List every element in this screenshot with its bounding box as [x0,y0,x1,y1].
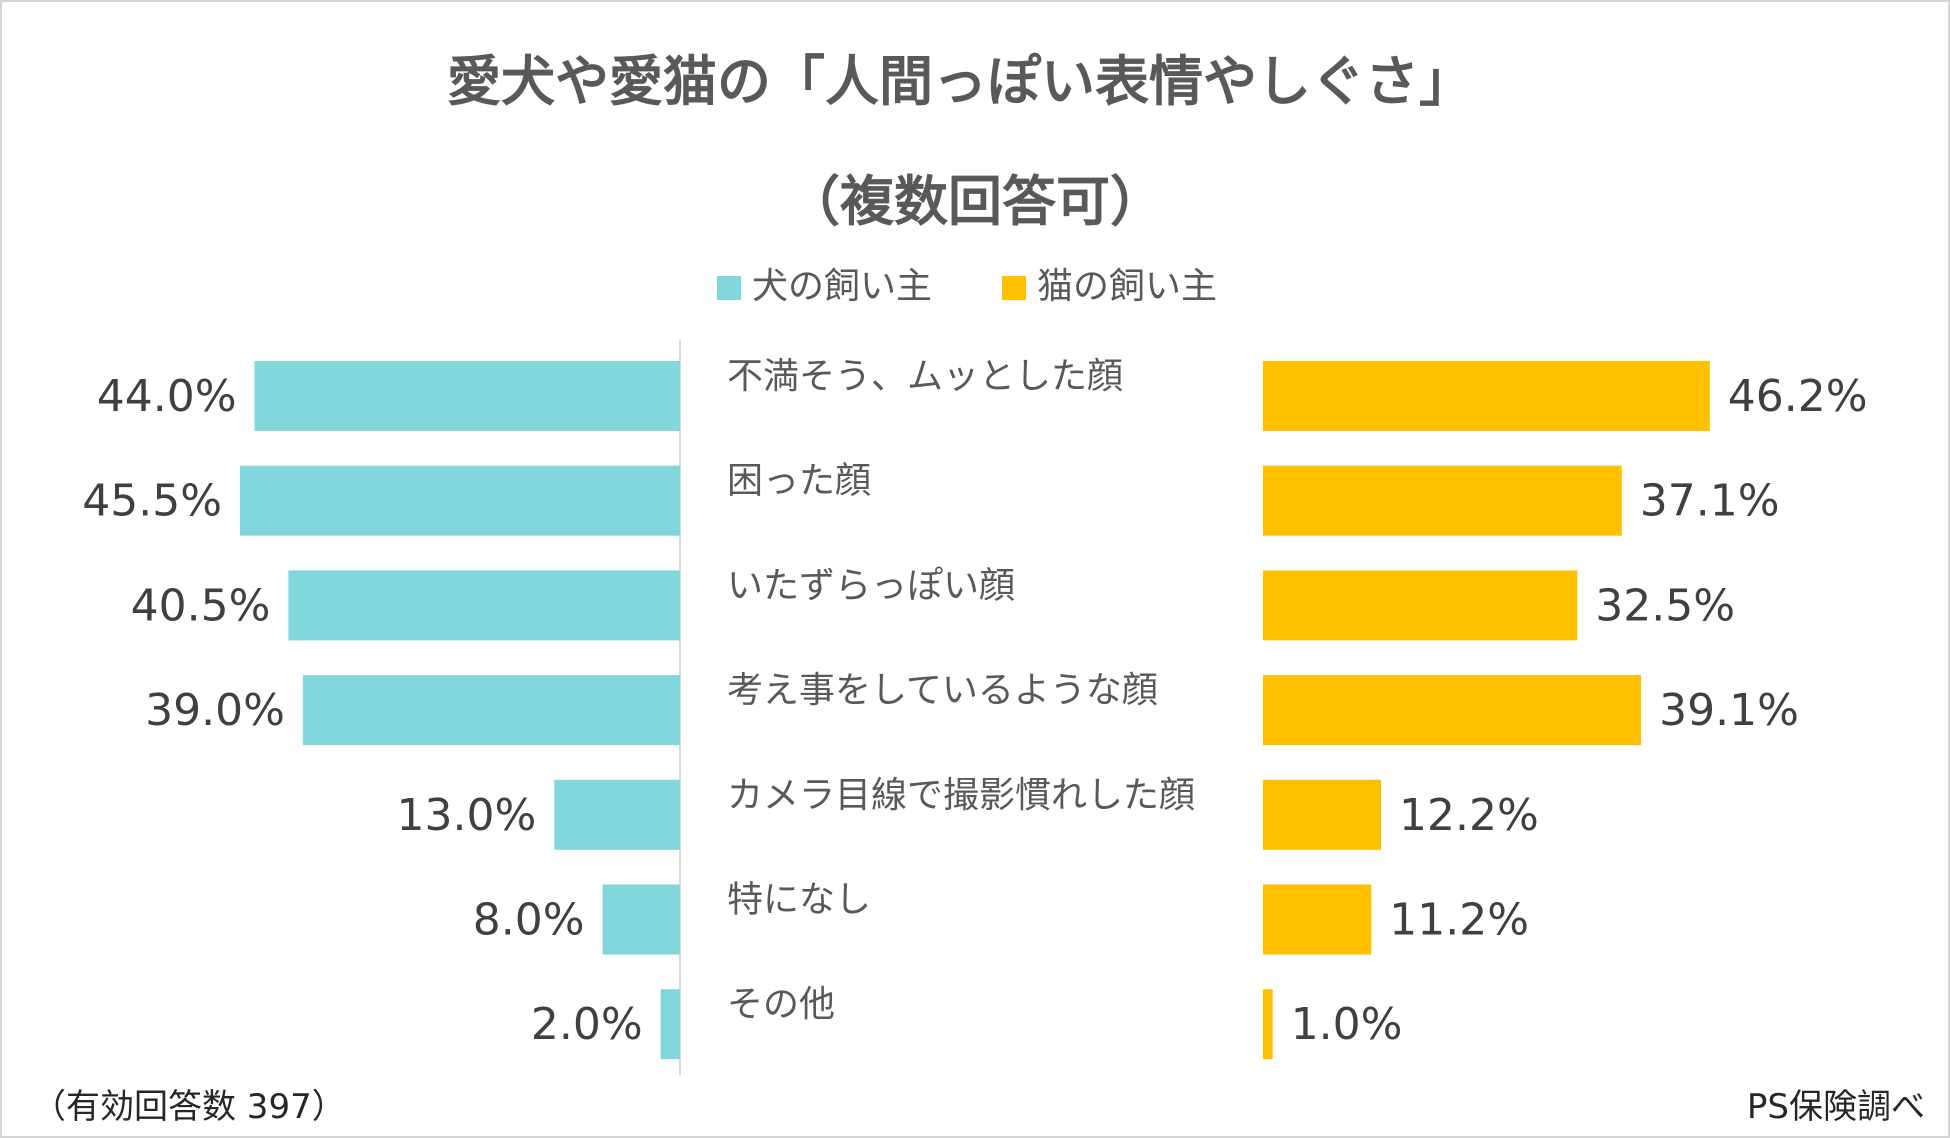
value-label-cat-1: 37.1% [1640,476,1780,527]
source-note: PS保険調べ [1747,1087,1925,1127]
legend-swatch-dog [717,276,741,300]
chart-subtitle: （複数回答可） [786,170,1164,233]
category-label-4: カメラ目線で撮影慣れした顔 [727,775,1195,816]
sample-size-note: （有効回答数 397） [32,1087,346,1127]
value-label-cat-3: 39.1% [1659,685,1799,736]
value-label-cat-4: 12.2% [1399,790,1539,841]
chart-title: 愛犬や愛猫の「人間っぽい表情やしぐさ」 [447,50,1473,113]
bar-cat-2 [1263,570,1578,641]
value-label-cat-0: 46.2% [1728,371,1868,422]
bar-dog-2 [288,570,680,641]
category-label-2: いたずらっぽい顔 [727,565,1015,606]
value-label-dog-0: 44.0% [97,371,237,422]
legend-label-cat: 猫の飼い主 [1037,266,1217,307]
bar-dog-1 [240,465,680,536]
bar-cat-4 [1263,779,1381,850]
category-label-5: 特になし [727,880,871,921]
bar-cat-0 [1263,361,1710,431]
value-label-cat-5: 11.2% [1389,895,1529,946]
bar-cat-3 [1263,675,1642,746]
bar-cat-1 [1263,465,1622,536]
value-label-dog-5: 8.0% [473,895,585,946]
bar-cat-6 [1263,989,1273,1060]
value-label-cat-6: 1.0% [1291,999,1403,1050]
bar-dog-4 [554,779,680,850]
value-label-dog-1: 45.5% [82,476,222,527]
legend-label-dog: 犬の飼い主 [752,266,932,307]
value-label-dog-2: 40.5% [131,580,271,631]
category-label-3: 考え事をしているような顔 [727,670,1158,711]
bar-dog-0 [254,361,680,431]
legend: 犬の飼い主 猫の飼い主 [717,266,1217,307]
bar-dog-5 [602,884,680,955]
bar-dog-6 [660,989,680,1060]
category-label-6: その他 [727,984,835,1025]
bar-dog-3 [302,675,680,746]
category-label-1: 困った顔 [727,461,871,502]
value-label-dog-4: 13.0% [397,790,537,841]
legend-swatch-cat [1002,276,1026,300]
bar-cat-5 [1263,884,1372,955]
value-label-dog-6: 2.0% [531,999,643,1050]
category-label-0: 不満そう、ムッとした顔 [727,356,1123,397]
value-label-cat-2: 32.5% [1595,580,1735,631]
value-label-dog-3: 39.0% [145,685,285,736]
bars-layer: 44.0% 不満そう、ムッとした顔 46.2% 45.5% 困った顔 37.1% 40.5%… [82,356,1868,1060]
